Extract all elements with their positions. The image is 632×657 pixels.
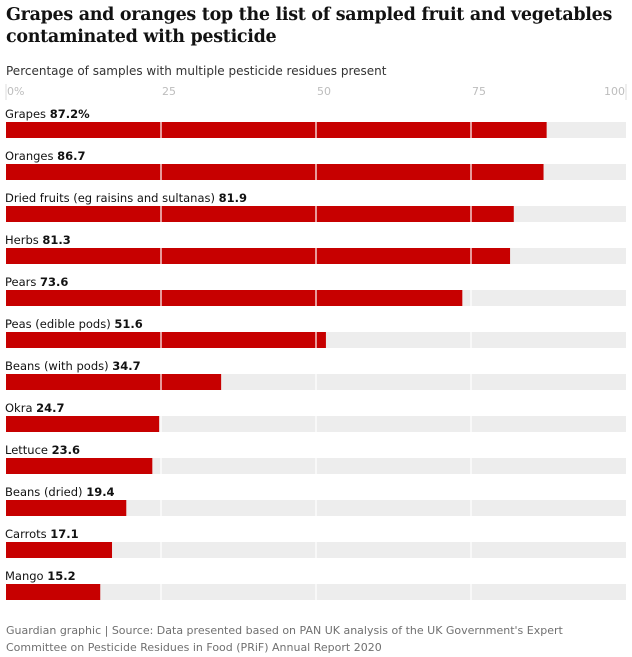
category-label: Herbs 81.3 xyxy=(5,233,71,247)
tick-label: 75 xyxy=(472,85,486,98)
source-note: Guardian graphic | Source: Data presente… xyxy=(6,624,563,654)
x-axis-ticks: 0% 25 50 75 100 xyxy=(7,85,625,98)
category-name: Beans (dried) xyxy=(5,485,86,499)
value-label: 87.2% xyxy=(50,107,90,121)
category-name: Herbs xyxy=(5,233,42,247)
category-label: Carrots 17.1 xyxy=(5,527,79,541)
category-name: Okra xyxy=(5,401,36,415)
category-name: Lettuce xyxy=(5,443,52,457)
value-label: 81.3 xyxy=(42,233,70,247)
bar xyxy=(6,416,160,432)
bar xyxy=(6,542,113,558)
category-label: Mango 15.2 xyxy=(5,569,76,583)
bar xyxy=(6,332,326,348)
value-label: 34.7 xyxy=(112,359,140,373)
bar xyxy=(6,374,222,390)
bar xyxy=(6,248,511,264)
bar xyxy=(6,122,547,138)
category-label: Oranges 86.7 xyxy=(5,149,86,163)
tick-label: 50 xyxy=(317,85,331,98)
bar xyxy=(6,458,153,474)
category-name: Grapes xyxy=(5,107,50,121)
value-label: 24.7 xyxy=(36,401,64,415)
category-name: Beans (with pods) xyxy=(5,359,112,373)
category-label: Grapes 87.2% xyxy=(5,107,90,121)
category-label: Okra 24.7 xyxy=(5,401,65,415)
tick-label: 0% xyxy=(7,85,24,98)
category-name: Carrots xyxy=(5,527,50,541)
bar xyxy=(6,206,514,222)
bar xyxy=(6,164,544,180)
chart-title: Grapes and oranges top the list of sampl… xyxy=(6,5,613,47)
bar-chart: 0% 25 50 75 100 Grapes 87.2% Oranges 86.7 Drie… xyxy=(5,84,627,600)
category-label: Beans (dried) 19.4 xyxy=(5,485,115,499)
value-label: 73.6 xyxy=(40,275,68,289)
chart-subtitle: Percentage of samples with multiple pest… xyxy=(6,64,387,78)
tick-label: 100 xyxy=(604,85,625,98)
value-label: 51.6 xyxy=(114,317,142,331)
bar xyxy=(6,500,127,516)
category-label: Pears 73.6 xyxy=(5,275,68,289)
category-label: Lettuce 23.6 xyxy=(5,443,80,457)
value-label: 17.1 xyxy=(50,527,78,541)
category-label: Dried fruits (eg raisins and sultanas) 8… xyxy=(5,191,247,205)
value-label: 15.2 xyxy=(47,569,75,583)
category-label: Peas (edible pods) 51.6 xyxy=(5,317,143,331)
tick-label: 25 xyxy=(162,85,176,98)
value-label: 81.9 xyxy=(219,191,247,205)
value-label: 23.6 xyxy=(52,443,80,457)
category-name: Pears xyxy=(5,275,40,289)
category-name: Peas (edible pods) xyxy=(5,317,114,331)
value-label: 19.4 xyxy=(86,485,114,499)
category-name: Dried fruits (eg raisins and sultanas) xyxy=(5,191,219,205)
gridlines xyxy=(5,84,627,600)
category-name: Oranges xyxy=(5,149,57,163)
value-label: 86.7 xyxy=(57,149,85,163)
category-label: Beans (with pods) 34.7 xyxy=(5,359,141,373)
category-name: Mango xyxy=(5,569,47,583)
bar xyxy=(6,584,101,600)
bar xyxy=(6,290,463,306)
